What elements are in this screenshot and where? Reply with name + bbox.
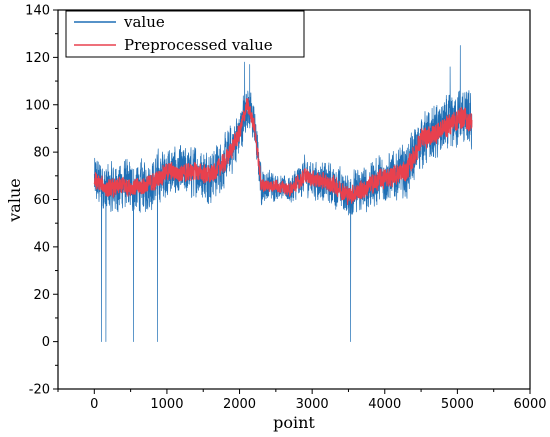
y-tick-label: 60 xyxy=(33,193,50,208)
y-tick-label: 40 xyxy=(33,240,50,255)
series-line-preprocessed xyxy=(93,98,473,206)
y-axis: -20 0 20 40 60 80 100 120 140 xyxy=(25,4,58,398)
x-tick-label: 4000 xyxy=(368,397,401,412)
y-tick-label: 140 xyxy=(25,4,50,19)
legend-label-preprocessed: Preprocessed value xyxy=(124,36,273,54)
legend-label-value: value xyxy=(123,13,165,31)
y-tick-label: 80 xyxy=(33,146,50,161)
y-tick-label: 100 xyxy=(25,98,50,113)
y-tick-label: 0 xyxy=(42,335,50,350)
x-tick-label: 2000 xyxy=(223,397,256,412)
x-axis: 0 1000 2000 3000 4000 5000 6000 xyxy=(57,389,547,412)
x-tick-label: 6000 xyxy=(513,397,546,412)
legend-box xyxy=(65,10,305,58)
y-axis-title: value xyxy=(5,178,24,222)
x-tick-label: 0 xyxy=(90,397,98,412)
y-tick-label: -20 xyxy=(29,383,50,398)
y-tick-label: 120 xyxy=(25,51,50,66)
x-axis-title: point xyxy=(273,413,315,432)
x-tick-label: 5000 xyxy=(441,397,474,412)
x-tick-label: 3000 xyxy=(296,397,329,412)
legend: value Preprocessed value xyxy=(65,10,305,58)
series-layer xyxy=(93,45,473,342)
x-tick-label: 1000 xyxy=(150,397,183,412)
y-tick-label: 20 xyxy=(33,288,50,303)
